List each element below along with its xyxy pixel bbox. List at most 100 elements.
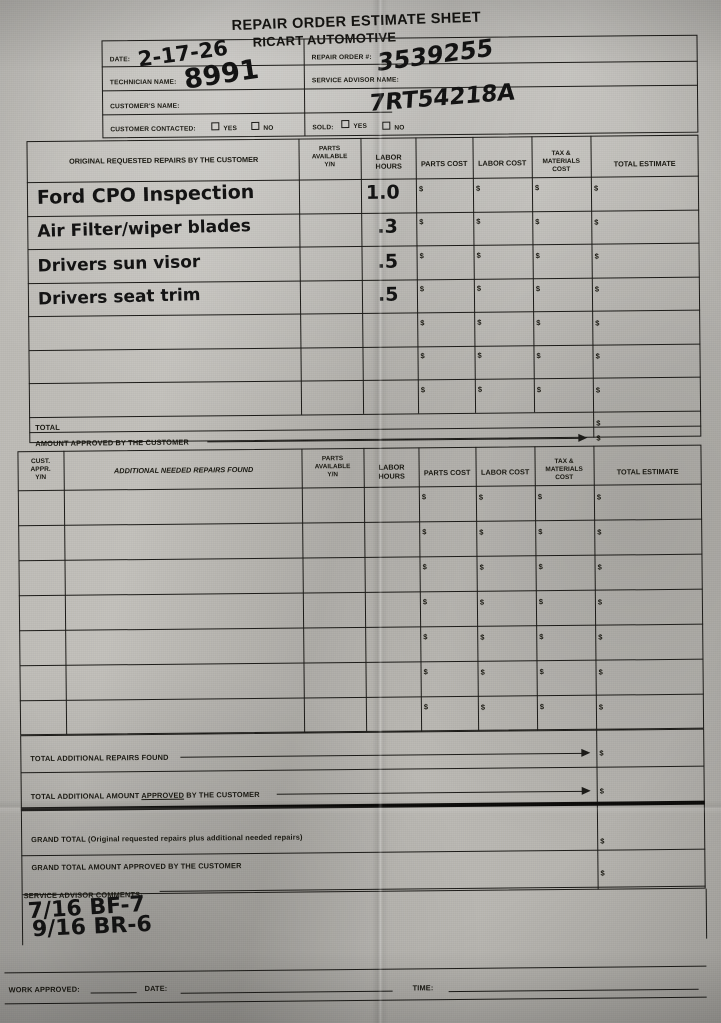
- grand-total-currency: $: [600, 836, 605, 846]
- table2-header-parts-available: PARTS AVAILABLE Y/N: [314, 455, 351, 479]
- table1-currency-r5c4: $: [420, 318, 425, 328]
- table2-currency-r1c6: $: [478, 492, 484, 502]
- table1-currency-r3c6: $: [535, 251, 540, 261]
- footer-top-rule: [4, 965, 707, 974]
- customer-contacted-no-checkbox[interactable]: [251, 121, 260, 130]
- table2-header-parts-cost: PARTS COST: [423, 467, 471, 478]
- table1-currency-r3c4: $: [419, 251, 424, 261]
- customer-contacted-label: CUSTOMER CONTACTED:: [110, 125, 196, 134]
- table2-currency-r3c8: $: [597, 562, 602, 572]
- table1-row-labor-hours-2: .3: [377, 215, 398, 238]
- customer-contacted-no-label: NO: [263, 124, 274, 132]
- table2-currency-r3c5: $: [422, 562, 427, 572]
- customer-contacted-yes-label: YES: [223, 125, 238, 133]
- table1-currency-r4c7: $: [594, 284, 600, 294]
- table1-currency-r1c6: $: [534, 183, 540, 193]
- work-approved-label: WORK APPROVED:: [8, 984, 80, 995]
- table1-currency-r2c7: $: [594, 217, 599, 227]
- table2-currency-r6c7: $: [539, 667, 544, 677]
- table1-currency-r7c6: $: [536, 385, 542, 395]
- table2-header-labor-cost: LABOR COST: [480, 467, 530, 477]
- sold-no-label: NO: [394, 124, 405, 132]
- comments-left-edge: [21, 895, 24, 946]
- table2-currency-r7c6: $: [480, 702, 486, 712]
- table2-header-tax-materials: TAX & MATERIALS COST: [545, 457, 583, 482]
- table2-currency-r2c5: $: [422, 527, 427, 537]
- table1-currency-r5c6: $: [536, 318, 541, 328]
- table1-currency-r1c7: $: [593, 183, 599, 193]
- total-additional-approved-label-part3: BY THE CUSTOMER: [184, 789, 260, 800]
- grand-total-approved-currency: $: [600, 868, 605, 878]
- table1-header-tax-materials: TAX & MATERIALS COST: [542, 149, 580, 174]
- total-additional-approved-currency: $: [599, 786, 604, 796]
- table2-currency-r4c5: $: [422, 597, 428, 607]
- table1-currency-r5c5: $: [477, 317, 482, 327]
- table2-currency-r6c6: $: [480, 667, 485, 677]
- table1-currency-r6c6: $: [536, 351, 541, 361]
- table1-currency-r2c5: $: [476, 216, 481, 226]
- table1-approved-arrow-head: [578, 433, 588, 442]
- work-approved-line: [90, 992, 137, 994]
- table1-currency-r1c5: $: [475, 183, 481, 193]
- total-additional-found-arrow-head: [581, 748, 591, 757]
- table1-header-labor-hours: LABOR HOURS: [375, 152, 402, 171]
- table2-currency-r1c7: $: [537, 492, 543, 502]
- sold-no-checkbox[interactable]: [382, 121, 391, 130]
- table1-currency-r4c6: $: [535, 284, 541, 294]
- table1-currency-r6c5: $: [477, 350, 482, 360]
- footer-date-label: DATE:: [144, 983, 168, 994]
- table1-header-labor-cost: LABOR COST: [478, 158, 527, 168]
- table1-total-label: TOTAL: [35, 422, 60, 433]
- table1-row-labor-hours-1: 1.0: [365, 181, 400, 204]
- total-additional-approved-label-underlined: APPROVED: [141, 790, 185, 801]
- table2-currency-r7c5: $: [423, 702, 429, 712]
- table1-approved-currency: $: [596, 433, 601, 443]
- table2-currency-r4c7: $: [538, 597, 544, 607]
- total-additional-approved-arrow-head: [581, 786, 591, 795]
- table2-currency-r6c5: $: [423, 667, 428, 677]
- service-advisor-comments-line2: 9/16 BR-6: [31, 911, 153, 943]
- table2-currency-r2c7: $: [538, 527, 543, 537]
- table1-currency-r4c5: $: [476, 283, 482, 293]
- total-additional-approved-label-part1: TOTAL ADDITIONAL AMOUNT: [30, 791, 142, 802]
- repair-order-estimate-form: REPAIR ORDER ESTIMATE SHEET RICART AUTOM…: [3, 10, 708, 1008]
- table1-currency-r6c4: $: [420, 351, 425, 361]
- table1-currency-r3c5: $: [476, 250, 481, 260]
- table2-header-cust-appr: CUST. APPR. Y/N: [30, 457, 51, 482]
- total-additional-found-currency: $: [599, 748, 604, 758]
- table1-currency-r7c7: $: [595, 385, 601, 395]
- service-advisor-label: SERVICE ADVISOR NAME:: [311, 76, 399, 85]
- table2-header-labor-hours: LABOR HOURS: [378, 462, 405, 481]
- table2-currency-r5c7: $: [539, 632, 544, 642]
- table2-currency-r2c8: $: [597, 527, 602, 537]
- total-additional-found-label: TOTAL ADDITIONAL REPAIRS FOUND: [30, 752, 169, 764]
- table2-currency-r7c7: $: [539, 702, 545, 712]
- table2-currency-r5c8: $: [598, 632, 603, 642]
- footer-time-label: TIME:: [412, 983, 434, 993]
- table1-row-labor-hours-3: .5: [377, 250, 399, 273]
- table2-header-total-estimate: TOTAL ESTIMATE: [616, 466, 679, 477]
- footer-time-line: [448, 988, 699, 993]
- sold-label: SOLD:: [312, 124, 334, 132]
- sold-yes-label: YES: [353, 122, 368, 130]
- sold-yes-checkbox[interactable]: [341, 120, 350, 129]
- table2-currency-r2c6: $: [479, 527, 484, 537]
- table1-currency-r6c7: $: [595, 351, 600, 361]
- table1-header-parts-available: PARTS AVAILABLE Y/N: [311, 145, 348, 169]
- table1-currency-r2c6: $: [535, 217, 540, 227]
- table1-currency-r5c7: $: [595, 318, 600, 328]
- table1-currency-r2c4: $: [419, 217, 424, 227]
- table1-currency-r3c7: $: [594, 251, 599, 261]
- table1-currency-r7c4: $: [420, 385, 426, 395]
- table2-currency-r3c6: $: [479, 562, 484, 572]
- table2-currency-r4c6: $: [479, 597, 485, 607]
- table1-currency-r1c4: $: [418, 184, 424, 194]
- customer-contacted-yes-checkbox[interactable]: [211, 122, 220, 131]
- table1-approved-label: AMOUNT APPROVED BY THE CUSTOMER: [35, 437, 189, 449]
- customer-name-label: CUSTOMER'S NAME:: [110, 102, 180, 111]
- table2-currency-r7c8: $: [598, 702, 604, 712]
- table1-currency-r7c5: $: [477, 384, 483, 394]
- table1-row-labor-hours-4: .5: [377, 283, 399, 306]
- table1-header-total-estimate: TOTAL ESTIMATE: [613, 158, 676, 169]
- technician-label: TECHNICIAN NAME:: [109, 78, 177, 87]
